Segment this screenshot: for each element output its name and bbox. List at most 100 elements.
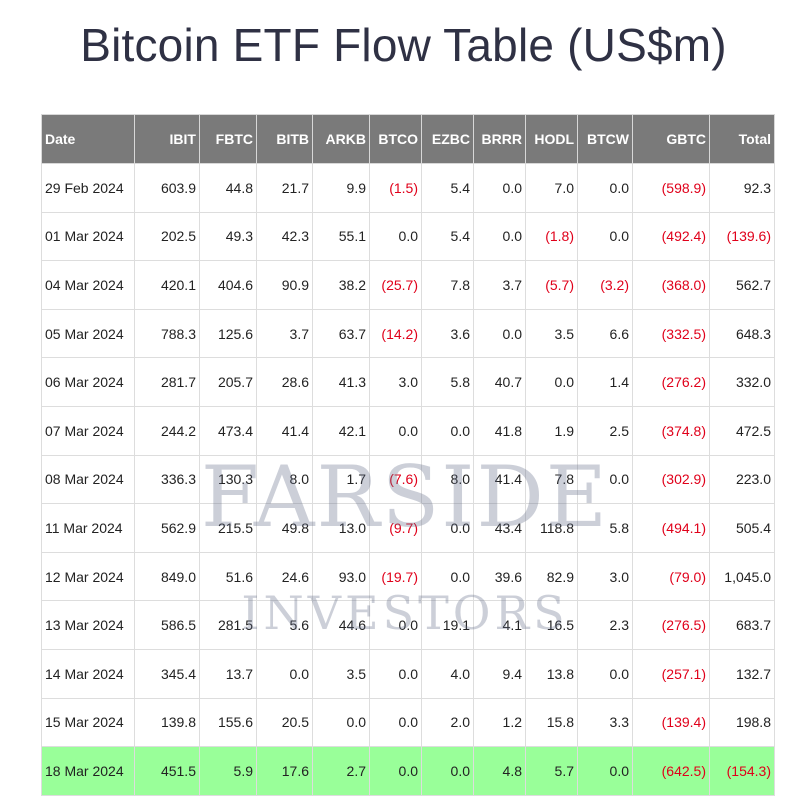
flow-cell-hodl: 118.8	[525, 503, 578, 553]
flow-cell-ezbc: 5.4	[421, 163, 474, 213]
flow-cell-arkb: 44.6	[312, 600, 370, 650]
table-row: 11 Mar 2024 562.9 215.5 49.8 13.0 (9.7) 0.0 43.…	[41, 503, 775, 553]
flow-cell-arkb: 63.7	[312, 308, 370, 359]
flow-cell-ibit: 202.5	[134, 211, 200, 262]
flow-cell-brrr: 4.8	[473, 746, 526, 796]
flow-cell-brrr: 0.0	[473, 308, 526, 359]
flow-cell-btcw: 1.4	[577, 357, 633, 407]
column-header-date: Date	[41, 114, 135, 164]
flow-cell-btco: 0.0	[369, 697, 422, 748]
date-cell: 12 Mar 2024	[41, 551, 135, 602]
flow-cell-bitb: 24.6	[256, 551, 313, 602]
flow-cell-total: 648.3	[709, 308, 775, 359]
flow-cell-gbtc: (374.8)	[632, 405, 710, 456]
flow-cell-arkb: 0.0	[312, 697, 370, 748]
flow-cell-fbtc: 473.4	[199, 405, 257, 456]
flow-cell-btcw: 0.0	[577, 163, 633, 213]
flow-cell-total: 1,045.0	[709, 551, 775, 602]
flow-cell-total: 683.7	[709, 600, 775, 650]
table-row: 08 Mar 2024 336.3 130.3 8.0 1.7 (7.6) 8.0 41.4 7…	[41, 454, 775, 505]
flow-cell-arkb: 2.7	[312, 746, 370, 796]
flow-cell-ibit: 281.7	[134, 357, 200, 407]
flow-cell-total: 332.0	[709, 357, 775, 407]
date-cell: 06 Mar 2024	[41, 357, 135, 407]
flow-cell-fbtc: 44.8	[199, 163, 257, 213]
flow-cell-total: 562.7	[709, 260, 775, 310]
flow-cell-brrr: 1.2	[473, 697, 526, 748]
flow-cell-bitb: 20.5	[256, 697, 313, 748]
flow-cell-btcw: 0.0	[577, 454, 633, 505]
column-header-arkb: ARKB	[312, 114, 370, 164]
flow-cell-btcw: 0.0	[577, 211, 633, 262]
flow-cell-gbtc: (139.4)	[632, 697, 710, 748]
flow-cell-brrr: 0.0	[473, 163, 526, 213]
flow-cell-bitb: 49.8	[256, 503, 313, 553]
flow-cell-btco: 0.0	[369, 648, 422, 699]
table-row: 15 Mar 2024 139.8 155.6 20.5 0.0 0.0 2.0 1.2 15.…	[41, 697, 775, 748]
flow-cell-brrr: 40.7	[473, 357, 526, 407]
flow-cell-btco: 0.0	[369, 600, 422, 650]
flow-cell-brrr: 4.1	[473, 600, 526, 650]
flow-cell-arkb: 55.1	[312, 211, 370, 262]
date-cell: 13 Mar 2024	[41, 600, 135, 650]
flow-cell-fbtc: 281.5	[199, 600, 257, 650]
flow-cell-total: 198.8	[709, 697, 775, 748]
date-cell: 18 Mar 2024	[41, 746, 135, 796]
flow-cell-ezbc: 5.4	[421, 211, 474, 262]
flow-cell-ibit: 849.0	[134, 551, 200, 602]
flow-cell-fbtc: 13.7	[199, 648, 257, 699]
flow-cell-btco: 0.0	[369, 746, 422, 796]
flow-cell-btco: 0.0	[369, 405, 422, 456]
flow-cell-bitb: 41.4	[256, 405, 313, 456]
flow-cell-bitb: 17.6	[256, 746, 313, 796]
table-row: 14 Mar 2024 345.4 13.7 0.0 3.5 0.0 4.0 9.4 13.8 0…	[41, 648, 775, 699]
flow-cell-fbtc: 205.7	[199, 357, 257, 407]
flow-cell-ibit: 244.2	[134, 405, 200, 456]
flow-cell-btco: (1.5)	[369, 163, 422, 213]
flow-cell-fbtc: 130.3	[199, 454, 257, 505]
flow-cell-hodl: 3.5	[525, 308, 578, 359]
flow-cell-fbtc: 125.6	[199, 308, 257, 359]
flow-cell-ibit: 603.9	[134, 163, 200, 213]
flow-cell-total: 472.5	[709, 405, 775, 456]
flow-cell-hodl: 5.7	[525, 746, 578, 796]
table-row: 12 Mar 2024 849.0 51.6 24.6 93.0 (19.7) 0.0 39.…	[41, 551, 775, 602]
flow-cell-fbtc: 404.6	[199, 260, 257, 310]
flow-cell-arkb: 13.0	[312, 503, 370, 553]
flow-cell-brrr: 41.4	[473, 454, 526, 505]
flow-cell-bitb: 3.7	[256, 308, 313, 359]
table-row: 04 Mar 2024 420.1 404.6 90.9 38.2 (25.7) 7.8 3.…	[41, 260, 775, 310]
flow-cell-gbtc: (257.1)	[632, 648, 710, 699]
flow-cell-brrr: 0.0	[473, 211, 526, 262]
flow-cell-fbtc: 49.3	[199, 211, 257, 262]
flow-cell-fbtc: 51.6	[199, 551, 257, 602]
column-header-brrr: BRRR	[473, 114, 526, 164]
flow-cell-gbtc: (598.9)	[632, 163, 710, 213]
flow-cell-hodl: 7.0	[525, 163, 578, 213]
flow-cell-ezbc: 0.0	[421, 551, 474, 602]
flow-cell-total: (139.6)	[709, 211, 775, 262]
flow-cell-ezbc: 7.8	[421, 260, 474, 310]
flow-cell-total: 223.0	[709, 454, 775, 505]
date-cell: 11 Mar 2024	[41, 503, 135, 553]
flow-cell-ibit: 336.3	[134, 454, 200, 505]
date-cell: 08 Mar 2024	[41, 454, 135, 505]
flow-cell-bitb: 42.3	[256, 211, 313, 262]
flow-cell-btcw: 3.3	[577, 697, 633, 748]
table-row: 07 Mar 2024 244.2 473.4 41.4 42.1 0.0 0.0 41.8 1…	[41, 405, 775, 456]
flow-cell-bitb: 90.9	[256, 260, 313, 310]
flow-cell-total: 132.7	[709, 648, 775, 699]
flow-cell-ibit: 451.5	[134, 746, 200, 796]
flow-cell-total: 92.3	[709, 163, 775, 213]
header-row: Date IBIT FBTC BITB ARKB BTCO EZBC BRRR HODL BTCW…	[41, 114, 775, 164]
flow-cell-hodl: 13.8	[525, 648, 578, 699]
flow-cell-btcw: 0.0	[577, 648, 633, 699]
date-cell: 05 Mar 2024	[41, 308, 135, 359]
flow-cell-brrr: 9.4	[473, 648, 526, 699]
flow-cell-btcw: 3.0	[577, 551, 633, 602]
flow-cell-gbtc: (79.0)	[632, 551, 710, 602]
table-row: 01 Mar 2024 202.5 49.3 42.3 55.1 0.0 5.4 0.0 (1.…	[41, 211, 775, 262]
flow-cell-fbtc: 5.9	[199, 746, 257, 796]
flow-cell-gbtc: (494.1)	[632, 503, 710, 553]
etf-flow-table: Date IBIT FBTC BITB ARKB BTCO EZBC BRRR HODL BTCW…	[41, 114, 775, 796]
